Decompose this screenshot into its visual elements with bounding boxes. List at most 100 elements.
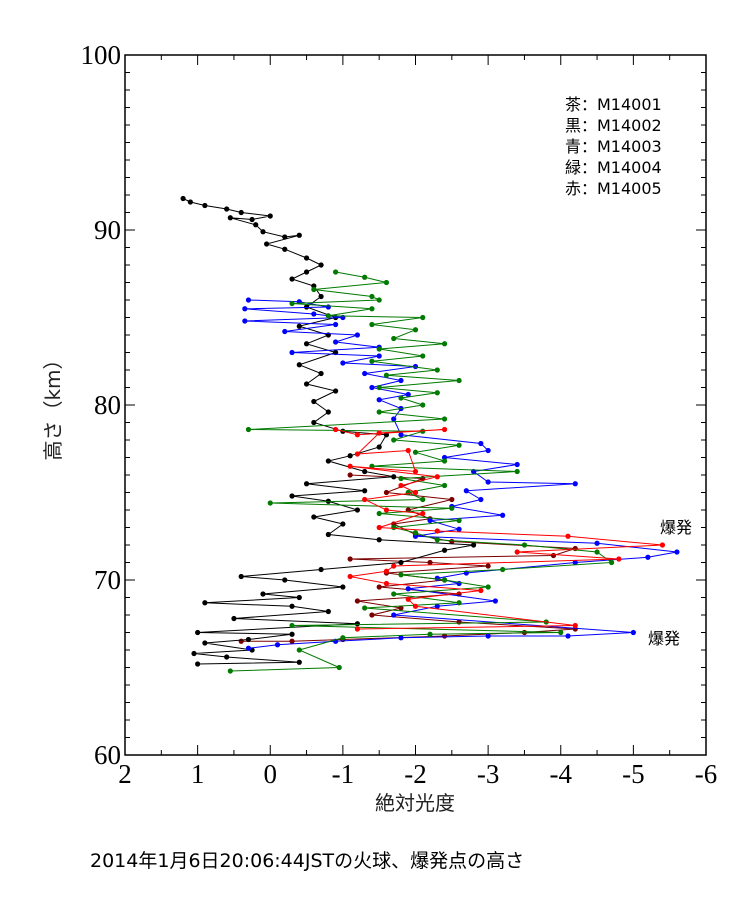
data-point bbox=[347, 463, 353, 469]
data-point bbox=[245, 426, 252, 433]
data-point bbox=[224, 654, 230, 660]
data-point bbox=[478, 496, 484, 503]
data-point bbox=[376, 384, 382, 391]
data-point bbox=[303, 269, 310, 275]
legend-entry: 黒：M14002 bbox=[565, 116, 662, 135]
data-point bbox=[427, 631, 433, 637]
data-point bbox=[485, 447, 491, 454]
legend-entry: 茶：M14001 bbox=[565, 95, 662, 114]
x-tick-label: 1 bbox=[191, 759, 205, 789]
data-point bbox=[224, 206, 230, 212]
data-point bbox=[369, 358, 375, 364]
data-point bbox=[594, 540, 600, 546]
data-point bbox=[616, 556, 622, 562]
data-point bbox=[383, 489, 390, 496]
data-point bbox=[514, 468, 520, 475]
x-tick-label: 2 bbox=[118, 759, 132, 789]
data-point bbox=[202, 202, 208, 209]
data-point bbox=[471, 542, 477, 548]
data-point bbox=[242, 318, 248, 324]
data-point bbox=[238, 573, 244, 580]
data-point bbox=[383, 279, 390, 286]
data-point bbox=[412, 363, 419, 370]
data-point bbox=[296, 362, 302, 368]
data-point bbox=[245, 645, 252, 651]
data-point bbox=[376, 346, 382, 352]
data-point bbox=[572, 622, 578, 629]
data-point bbox=[441, 577, 448, 583]
data-point bbox=[296, 647, 302, 653]
data-point bbox=[296, 232, 302, 238]
data-point bbox=[521, 542, 528, 548]
data-point bbox=[412, 603, 419, 609]
data-point bbox=[485, 563, 491, 569]
y-tick-label: 100 bbox=[81, 40, 122, 70]
data-point bbox=[398, 395, 404, 401]
data-point bbox=[231, 615, 237, 622]
y-tick-label: 80 bbox=[94, 390, 121, 420]
data-point bbox=[434, 603, 440, 609]
series-line bbox=[182, 198, 474, 665]
data-point bbox=[514, 461, 520, 468]
data-point bbox=[333, 321, 339, 328]
data-point bbox=[318, 370, 324, 377]
data-point bbox=[405, 489, 411, 496]
data-point bbox=[369, 306, 375, 312]
series-2 bbox=[180, 195, 477, 667]
data-point bbox=[303, 341, 310, 347]
data-point bbox=[630, 629, 636, 636]
data-point bbox=[282, 577, 288, 583]
data-point bbox=[514, 549, 520, 555]
data-point bbox=[187, 199, 193, 205]
data-point bbox=[441, 547, 448, 553]
series-3 bbox=[242, 297, 680, 651]
data-point bbox=[376, 584, 382, 590]
data-point bbox=[289, 276, 295, 282]
data-point bbox=[398, 432, 404, 438]
data-point bbox=[412, 468, 419, 475]
data-point bbox=[289, 603, 295, 609]
data-point bbox=[245, 297, 252, 303]
data-point bbox=[398, 475, 404, 482]
data-point bbox=[376, 297, 382, 303]
data-point bbox=[420, 402, 426, 408]
data-point bbox=[267, 500, 273, 506]
data-point bbox=[434, 537, 440, 543]
data-point bbox=[347, 556, 353, 562]
data-point bbox=[456, 517, 462, 524]
data-point bbox=[354, 432, 360, 438]
data-point bbox=[303, 381, 310, 387]
data-point bbox=[434, 528, 440, 534]
data-point bbox=[325, 313, 331, 319]
data-point bbox=[398, 635, 404, 641]
data-point bbox=[362, 274, 368, 280]
data-point bbox=[303, 481, 310, 487]
legend-entry: 青：M14003 bbox=[565, 137, 662, 156]
data-point bbox=[340, 521, 346, 527]
data-point bbox=[441, 416, 448, 422]
data-point bbox=[500, 512, 506, 518]
data-point bbox=[180, 195, 186, 202]
data-point bbox=[398, 377, 404, 384]
x-tick-label: -6 bbox=[695, 759, 718, 789]
figure-caption: 2014年1月6日20:06:44JSTの火球、爆発点の高さ bbox=[90, 850, 524, 872]
data-point bbox=[391, 612, 397, 618]
data-point bbox=[318, 566, 324, 573]
x-tick-label: -3 bbox=[477, 759, 500, 789]
data-point bbox=[412, 530, 419, 536]
data-point bbox=[282, 234, 288, 240]
data-point bbox=[369, 384, 375, 391]
data-point bbox=[550, 552, 557, 559]
data-point bbox=[412, 489, 419, 496]
data-point bbox=[289, 349, 295, 356]
data-point bbox=[333, 339, 339, 345]
data-point bbox=[311, 286, 317, 293]
x-tick-label: -1 bbox=[332, 759, 355, 789]
data-point bbox=[659, 542, 666, 548]
data-point bbox=[238, 209, 244, 216]
data-point bbox=[456, 442, 462, 448]
data-point bbox=[434, 367, 440, 373]
data-point bbox=[398, 605, 404, 611]
data-point bbox=[325, 458, 331, 464]
